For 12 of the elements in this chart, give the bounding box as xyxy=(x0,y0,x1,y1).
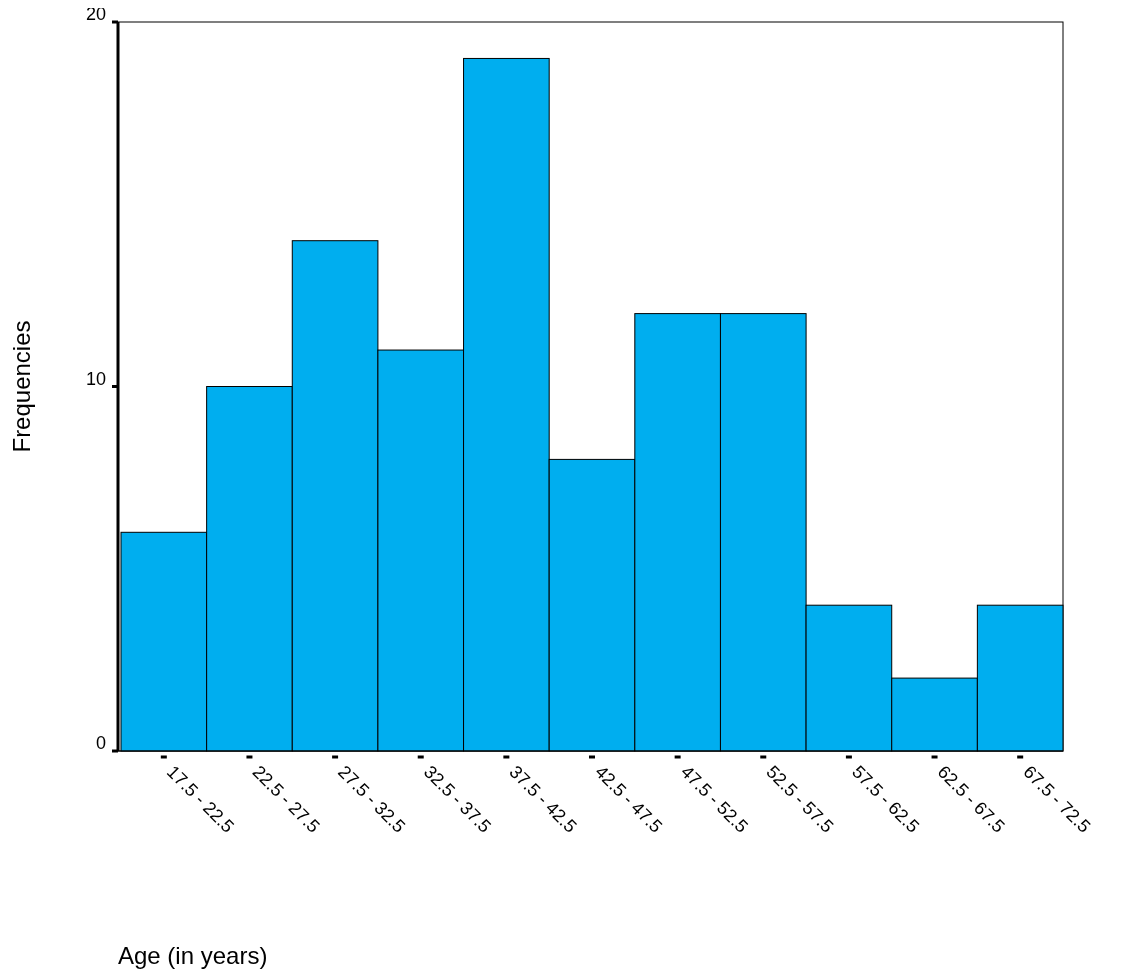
x-axis-title: Age (in years) xyxy=(118,942,268,969)
y-axis-title: Frequencies xyxy=(8,320,35,453)
y-tick-label: 20 xyxy=(85,4,106,25)
x-tick-label: 37.5 - 42.5 xyxy=(505,761,581,837)
y-tick-label: 10 xyxy=(85,368,106,389)
x-tick-label: 42.5 - 47.5 xyxy=(591,761,667,837)
x-tick-label: 62.5 - 67.5 xyxy=(933,761,1009,837)
x-tick-label: 17.5 - 22.5 xyxy=(162,761,238,837)
x-tick-label: 32.5 - 37.5 xyxy=(419,761,495,837)
x-tick-label: 27.5 - 32.5 xyxy=(334,761,410,837)
y-tick-label: 0 xyxy=(95,733,106,754)
x-tick-label: 22.5 - 27.5 xyxy=(248,761,324,837)
